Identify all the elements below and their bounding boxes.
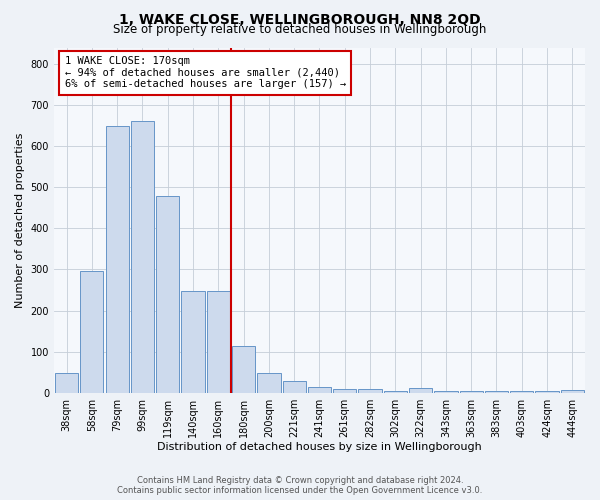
Bar (434, 390, 458, 392)
Text: Contains HM Land Registry data © Crown copyright and database right 2024.
Contai: Contains HM Land Registry data © Crown c… (118, 476, 482, 495)
Bar (358, 388, 382, 392)
Bar (156, 196, 179, 392)
Text: 1, WAKE CLOSE, WELLINGBOROUGH, NN8 2QD: 1, WAKE CLOSE, WELLINGBOROUGH, NN8 2QD (119, 12, 481, 26)
Bar (561, 390, 584, 392)
Bar (80, 272, 103, 392)
Bar (206, 291, 230, 392)
Bar (535, 390, 559, 392)
Bar (308, 386, 331, 392)
Bar (232, 346, 255, 393)
Bar (333, 388, 356, 392)
Text: Size of property relative to detached houses in Wellingborough: Size of property relative to detached ho… (113, 22, 487, 36)
Y-axis label: Number of detached properties: Number of detached properties (15, 132, 25, 308)
Text: 1 WAKE CLOSE: 170sqm
← 94% of detached houses are smaller (2,440)
6% of semi-det: 1 WAKE CLOSE: 170sqm ← 94% of detached h… (65, 56, 346, 90)
Bar (409, 388, 432, 392)
Bar (383, 390, 407, 392)
Bar (181, 291, 205, 392)
X-axis label: Distribution of detached houses by size in Wellingborough: Distribution of detached houses by size … (157, 442, 482, 452)
Bar (283, 381, 306, 392)
Bar (131, 120, 154, 392)
Bar (106, 126, 129, 392)
Bar (460, 390, 483, 392)
Bar (55, 374, 78, 392)
Bar (257, 373, 281, 392)
